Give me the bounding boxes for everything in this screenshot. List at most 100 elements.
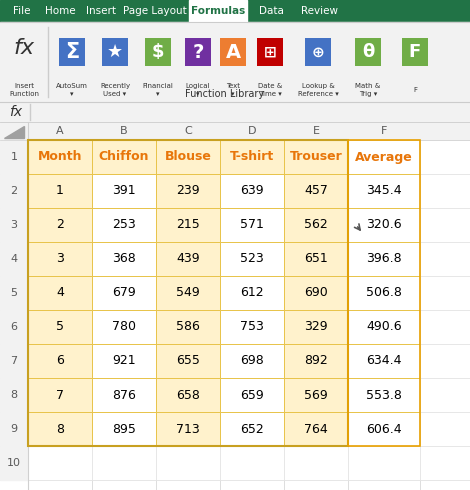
Text: 396.8: 396.8 — [366, 252, 402, 266]
Bar — [284, 140, 348, 174]
Bar — [156, 378, 220, 412]
Bar — [220, 446, 284, 480]
Text: 780: 780 — [112, 320, 136, 334]
Bar — [28, 344, 92, 378]
Text: 5: 5 — [56, 320, 64, 334]
Bar — [156, 208, 220, 242]
Bar — [59, 38, 85, 67]
Bar — [92, 310, 156, 344]
Bar — [284, 412, 348, 446]
Bar — [420, 310, 470, 344]
Bar — [156, 174, 220, 208]
Text: 921: 921 — [112, 354, 136, 368]
Text: 2: 2 — [10, 186, 17, 196]
Text: Recently
Used ▾: Recently Used ▾ — [100, 83, 130, 97]
Text: 639: 639 — [240, 185, 264, 197]
Bar — [156, 140, 220, 174]
Text: 8: 8 — [10, 390, 17, 400]
Bar — [348, 412, 420, 446]
Text: 368: 368 — [112, 252, 136, 266]
Text: 651: 651 — [304, 252, 328, 266]
Bar — [28, 208, 92, 242]
Bar — [220, 208, 284, 242]
Text: 634.4: 634.4 — [366, 354, 402, 368]
Bar — [355, 38, 381, 67]
Bar — [0, 174, 28, 208]
Bar — [28, 242, 92, 276]
Bar — [0, 344, 28, 378]
Bar — [0, 276, 28, 310]
Bar — [92, 242, 156, 276]
Bar — [220, 412, 284, 446]
Bar — [156, 344, 220, 378]
Bar — [92, 208, 156, 242]
Bar — [220, 276, 284, 310]
Text: 345.4: 345.4 — [366, 185, 402, 197]
Text: 698: 698 — [240, 354, 264, 368]
Bar — [348, 344, 420, 378]
Text: F: F — [413, 87, 417, 93]
Text: 523: 523 — [240, 252, 264, 266]
Bar — [220, 344, 284, 378]
Text: 253: 253 — [112, 219, 136, 231]
Bar — [185, 38, 211, 67]
Text: 612: 612 — [240, 287, 264, 299]
Bar — [420, 412, 470, 446]
Bar — [257, 38, 283, 67]
Text: A: A — [226, 43, 241, 62]
Text: 215: 215 — [176, 219, 200, 231]
Text: E: E — [313, 126, 320, 136]
Bar — [348, 310, 420, 344]
Text: 895: 895 — [112, 422, 136, 436]
Bar — [420, 378, 470, 412]
Text: Insert: Insert — [86, 6, 116, 16]
Text: 753: 753 — [240, 320, 264, 334]
Text: 655: 655 — [176, 354, 200, 368]
Bar — [145, 38, 171, 67]
Bar — [348, 276, 420, 310]
Text: Trouser: Trouser — [290, 150, 342, 164]
Bar — [220, 174, 284, 208]
Text: 652: 652 — [240, 422, 264, 436]
Bar — [92, 412, 156, 446]
Text: 562: 562 — [304, 219, 328, 231]
Bar — [28, 378, 92, 412]
Text: 6: 6 — [10, 322, 17, 332]
Text: File: File — [13, 6, 31, 16]
Text: 549: 549 — [176, 287, 200, 299]
Text: B: B — [120, 126, 128, 136]
Text: 586: 586 — [176, 320, 200, 334]
Text: Home: Home — [45, 6, 75, 16]
Bar — [220, 140, 284, 174]
Bar — [0, 22, 470, 102]
Text: 606.4: 606.4 — [366, 422, 402, 436]
Bar — [92, 344, 156, 378]
Text: 10: 10 — [7, 458, 21, 468]
Text: 7: 7 — [10, 356, 17, 366]
Text: Date &
Time ▾: Date & Time ▾ — [258, 83, 282, 97]
Text: 5: 5 — [10, 288, 17, 298]
Bar — [28, 412, 92, 446]
Text: Financial
▾: Financial ▾ — [142, 83, 173, 97]
Text: 329: 329 — [304, 320, 328, 334]
Bar — [28, 174, 92, 208]
Text: θ: θ — [362, 44, 374, 61]
Bar — [420, 208, 470, 242]
Bar — [92, 378, 156, 412]
Text: Formulas: Formulas — [191, 6, 245, 16]
Bar — [348, 208, 420, 242]
Bar — [220, 38, 246, 67]
Text: Review: Review — [301, 6, 338, 16]
Text: Insert
Function: Insert Function — [9, 83, 39, 97]
Bar — [420, 140, 470, 174]
Bar — [305, 38, 331, 67]
Text: ⊕: ⊕ — [312, 45, 324, 60]
Text: 506.8: 506.8 — [366, 287, 402, 299]
Bar — [156, 310, 220, 344]
Text: Average: Average — [355, 150, 413, 164]
Polygon shape — [4, 126, 24, 138]
Bar — [156, 242, 220, 276]
Bar — [420, 242, 470, 276]
Bar — [284, 208, 348, 242]
Text: C: C — [184, 126, 192, 136]
